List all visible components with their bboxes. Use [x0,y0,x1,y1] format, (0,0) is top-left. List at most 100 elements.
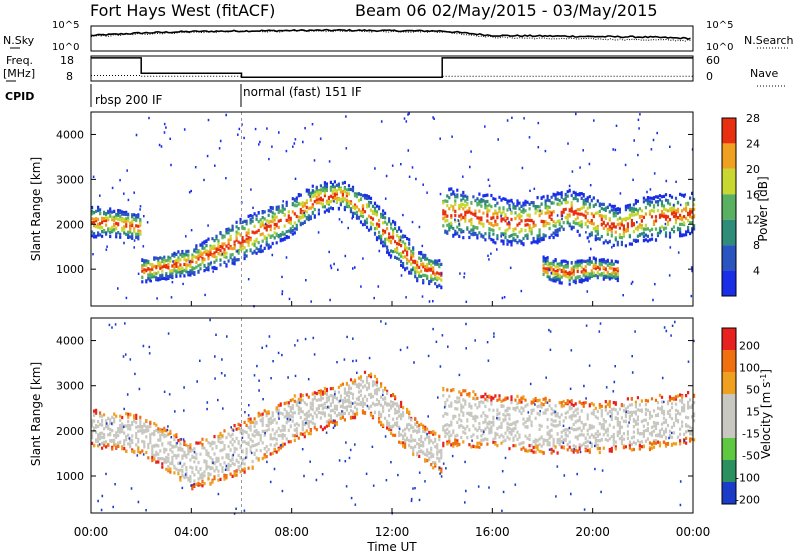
power-band-2-3 [442,207,694,231]
noise-plot [90,28,691,42]
nsearch-bottom-tick: 10^0 [706,42,733,53]
velocity-ytick-label-1000: 1000 [56,470,84,483]
power-ytick-label-1000: 1000 [56,263,84,276]
power-colorbar-swatch-2 [722,143,736,169]
xtick-label-3: 12:00 [375,525,410,539]
power-band-2-4 [442,200,696,237]
velocity-colorbar: 200 100 50 15 -15 -50 -100 -200 [721,327,760,507]
xtick-label-5: 20:00 [575,525,610,539]
beam-info: Beam 06 02/May/2015 - 03/May/2015 [355,1,658,20]
velocity-colorbar-tick-1: 200 [739,340,760,353]
power-band-3-4 [542,265,619,276]
power-colorbar-tick-7: 28 [746,112,760,125]
velocity-y-axis: 1000 2000 3000 4000 [56,335,693,483]
velocity-colorbar-swatch-6 [722,438,736,460]
power-colorbar: 4 8 12 16 20 24 28 [721,112,760,297]
power-ytick-label-4000: 4000 [56,128,84,141]
nsky-bottom-tick: 10^0 [52,42,79,53]
xtick-label-6: 00:00 [676,525,711,539]
power-colorbar-swatch-4 [722,194,736,220]
nave-top-tick: 60 [706,54,720,67]
time-x-axis: 00:00 04:00 08:00 12:00 16:00 20:00 00:00 [74,301,711,539]
velocity-colorbar-label: Velocity [m s-1] [759,369,774,459]
freq-series [91,57,693,78]
power-colorbar-swatch-7 [722,270,736,296]
power-colorbar-tick-3: 12 [746,214,760,227]
power-band-1-7 [95,187,443,282]
freq-unit: [MHz] [3,67,35,80]
power-colorbar-tick-4: 16 [746,188,760,201]
power-band-1-4 [91,189,437,277]
power-colorbar-swatch-3 [722,168,736,195]
velocity-ytick-label-4000: 4000 [56,335,84,348]
nsearch-label: N.Search [744,34,794,47]
power-colorbar-frame [721,117,737,297]
velocity-colorbar-swatch-3 [722,372,736,394]
power-colorbar-tick-2: 8 [753,239,760,252]
velocity-colorbar-swatch-5 [722,416,736,438]
power-band-3-2 [542,257,617,284]
xtick-label-1: 04:00 [174,525,209,539]
power-band-2-1 [442,198,694,240]
cpid-segment-2: normal (fast) 151 IF [243,85,362,99]
power-ylabel: Slant Range [km] [29,157,43,261]
power-band-1-1 [91,185,441,282]
velocity-colorbar-swatch-2 [722,350,736,372]
velocity-ylabel: Slant Range [km] [29,362,43,466]
freq-plot [91,57,693,78]
chart-title: Fort Hays West (fitACF) [90,1,275,20]
power-ytick-label-2000: 2000 [56,218,84,231]
velocity-colorbar-tick-6: -50 [742,450,760,463]
velocity-colorbar-tick-4: 15 [746,406,760,419]
power-colorbar-tick-1: 4 [753,265,760,278]
velocity-colorbar-frame [721,327,737,505]
power-colorbar-swatch-5 [722,219,736,246]
power-band-3-7 [542,261,617,280]
velocity-colorbar-tick-3: 50 [746,384,760,397]
xtick-label-4: 16:00 [475,525,510,539]
freq-label: Freq. [6,54,33,67]
power-colorbar-swatch-6 [722,245,736,271]
freq-bottom-tick: 8 [66,70,73,83]
power-heatmap [91,112,696,308]
freq-top-tick: 18 [60,54,74,67]
velocity-band-2-4 [446,388,696,455]
power-colorbar-tick-5: 20 [746,163,760,176]
cpid-segment-1: rbsp 200 IF [95,93,162,107]
xtick-label-2: 08:00 [274,525,309,539]
power-colorbar-swatch-1 [722,118,736,144]
power-band-1-3 [91,186,441,282]
xaxis-label: Time UT [366,540,417,554]
velocity-scatter [97,318,695,515]
nsearch-top-tick: 10^5 [706,20,733,31]
velocity-colorbar-tick-2: 100 [739,362,760,375]
velocity-band-1-2 [91,376,443,483]
noise-series-1 [90,28,691,40]
noise-series-2 [90,29,691,42]
power-ytick-label-3000: 3000 [56,173,84,186]
nave-label: Nave [750,67,778,80]
power-band-3-1 [542,259,619,282]
power-y-axis: 1000 2000 3000 4000 [56,128,693,276]
freq-panel-frame [90,55,694,82]
velocity-colorbar-tick-7: -100 [735,472,760,485]
velocity-colorbar-tick-8: -200 [735,494,760,507]
nsky-label: N.Sky [3,34,35,47]
power-band-2-6 [446,194,696,242]
xtick-label-0: 00:00 [74,525,109,539]
velocity-colorbar-swatch-4 [722,394,736,416]
cpid-label: CPID [5,90,34,103]
velocity-label-main: Velocity [m s [759,382,773,459]
velocity-label-close: ] [759,369,773,374]
power-colorbar-tick-6: 24 [746,137,760,150]
velocity-colorbar-swatch-1 [722,328,736,350]
velocity-colorbar-tick-5: -15 [742,428,760,441]
nave-bottom-tick: 0 [706,70,713,83]
power-band-2-7 [448,187,694,248]
velocity-heatmap [91,318,696,515]
power-colorbar-label: Power [dB] [756,176,770,241]
power-band-3-6 [542,255,619,286]
nsky-top-tick: 10^5 [52,20,79,31]
velocity-band-2-2 [442,394,696,449]
